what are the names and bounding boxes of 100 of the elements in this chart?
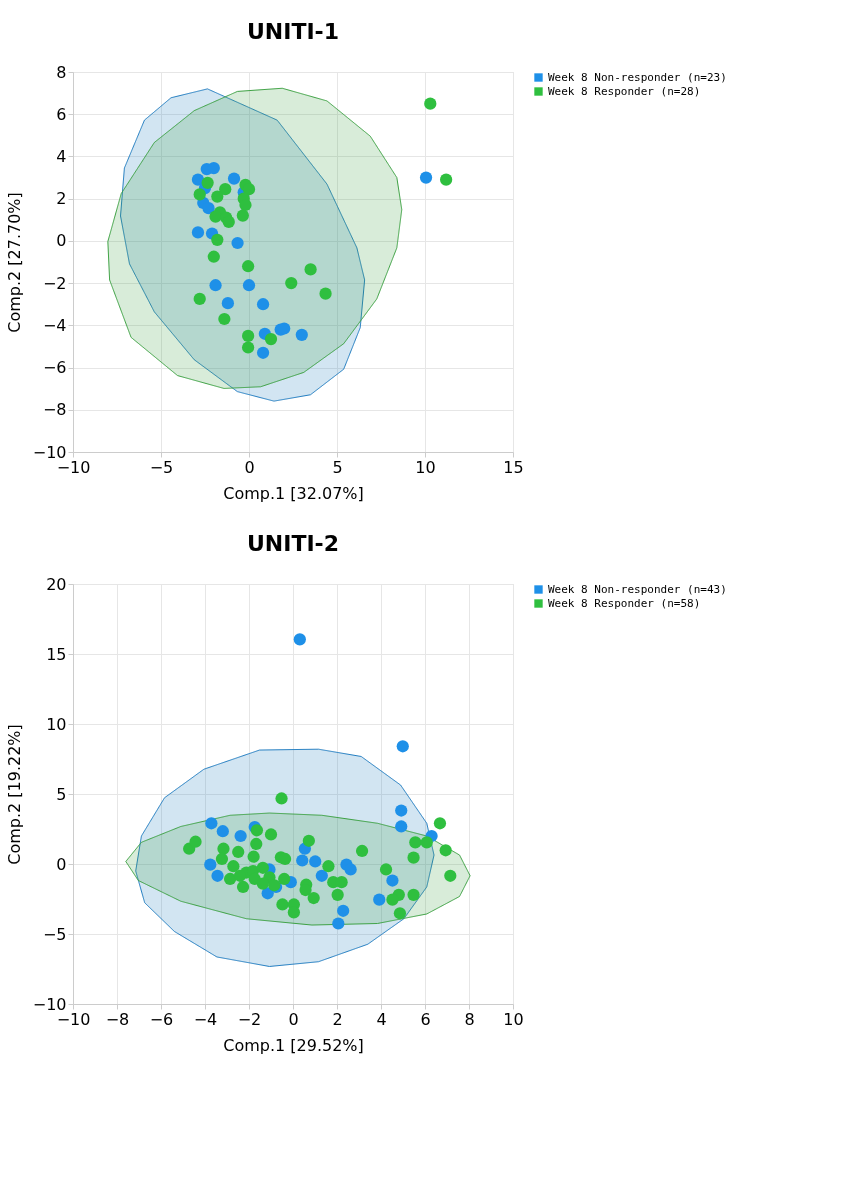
- point: [407, 888, 420, 901]
- y-tick-label: 2: [56, 189, 67, 209]
- point: [419, 171, 433, 184]
- point: [221, 297, 234, 310]
- point: [315, 869, 328, 882]
- point: [239, 198, 252, 212]
- point: [204, 858, 217, 871]
- point: [444, 869, 457, 882]
- point: [256, 877, 269, 890]
- point: [215, 852, 229, 866]
- point: [344, 863, 357, 876]
- point: [386, 893, 399, 906]
- x-tick-label: 4: [376, 1009, 387, 1029]
- y-tick-label: 10: [46, 714, 67, 734]
- legend-label: Week 8 Non-responder (n=43): [548, 582, 727, 596]
- point: [250, 824, 264, 837]
- point: [285, 277, 298, 290]
- x-tick-label: −2: [237, 1009, 262, 1029]
- point: [193, 188, 206, 201]
- y-axis-title: Comp.2 [19.22%]: [4, 724, 24, 865]
- point: [337, 904, 350, 917]
- point: [433, 817, 447, 830]
- point: [386, 874, 399, 887]
- x-tick-label: 6: [420, 1009, 431, 1029]
- point: [293, 633, 306, 646]
- point: [332, 917, 345, 930]
- y-tick-label: 20: [46, 574, 67, 594]
- point: [275, 792, 288, 805]
- point: [420, 836, 433, 849]
- point: [393, 907, 407, 920]
- point: [209, 279, 222, 292]
- point: [319, 287, 332, 300]
- point: [227, 172, 241, 185]
- point: [439, 844, 452, 857]
- x-tick-label: 0: [244, 457, 255, 477]
- point: [231, 236, 244, 250]
- y-tick-label: −2: [42, 273, 67, 293]
- point: [211, 190, 224, 203]
- y-tick-label: −10: [32, 994, 67, 1014]
- x-tick-label: −4: [193, 1009, 218, 1029]
- y-tick-label: −5: [42, 924, 67, 944]
- chart-title: UNITI-1: [246, 19, 340, 44]
- point: [395, 804, 408, 817]
- y-tick-label: −4: [42, 315, 67, 335]
- point: [207, 161, 220, 175]
- point: [264, 828, 278, 841]
- point: [278, 872, 291, 886]
- point: [217, 842, 230, 855]
- point: [395, 820, 408, 833]
- x-tick-label: 5: [332, 457, 343, 477]
- y-tick-label: 0: [56, 231, 67, 251]
- point: [242, 341, 255, 354]
- point: [233, 869, 247, 882]
- y-tick-label: 4: [56, 146, 67, 166]
- x-tick-label: −8: [105, 1009, 130, 1029]
- y-tick-label: 5: [56, 784, 67, 804]
- point: [201, 176, 214, 189]
- point: [304, 263, 317, 276]
- point: [331, 888, 344, 901]
- point: [236, 209, 249, 222]
- point: [247, 850, 260, 863]
- point: [264, 332, 278, 346]
- x-axis-title: Comp.1 [29.52%]: [223, 1035, 364, 1055]
- point: [242, 279, 256, 292]
- point: [379, 863, 393, 876]
- point: [396, 740, 409, 753]
- point: [189, 835, 202, 848]
- point: [211, 869, 224, 882]
- legend-label: Week 8 Responder (n=58): [548, 596, 701, 610]
- point: [242, 260, 255, 273]
- point: [218, 312, 231, 326]
- point: [278, 852, 292, 866]
- legend-label: Week 8 Responder (n=28): [548, 84, 701, 98]
- x-tick-label: −6: [149, 1009, 174, 1029]
- x-tick-label: 0: [288, 1009, 299, 1029]
- point: [209, 210, 222, 223]
- point: [191, 226, 205, 239]
- point: [242, 183, 256, 196]
- point: [256, 346, 270, 359]
- point: [276, 898, 289, 911]
- point: [202, 202, 215, 215]
- point: [256, 861, 269, 874]
- point: [302, 834, 315, 847]
- y-axis-title: Comp.2 [27.70%]: [4, 192, 24, 333]
- point: [232, 845, 245, 859]
- point: [256, 298, 270, 311]
- x-tick-label: 10: [415, 457, 436, 477]
- point: [373, 893, 386, 906]
- legend-label: Week 8 Non-responder (n=23): [548, 70, 727, 84]
- chart-title: UNITI-2: [246, 531, 340, 556]
- y-tick-label: 8: [56, 62, 67, 82]
- point: [322, 860, 335, 873]
- y-tick-label: −10: [32, 442, 67, 462]
- point: [211, 233, 224, 246]
- x-tick-label: 8: [464, 1009, 475, 1029]
- point: [223, 872, 237, 886]
- point: [236, 880, 250, 894]
- x-tick-label: −5: [149, 457, 174, 477]
- point: [219, 183, 232, 196]
- x-axis-title: Comp.1 [32.07%]: [223, 483, 364, 503]
